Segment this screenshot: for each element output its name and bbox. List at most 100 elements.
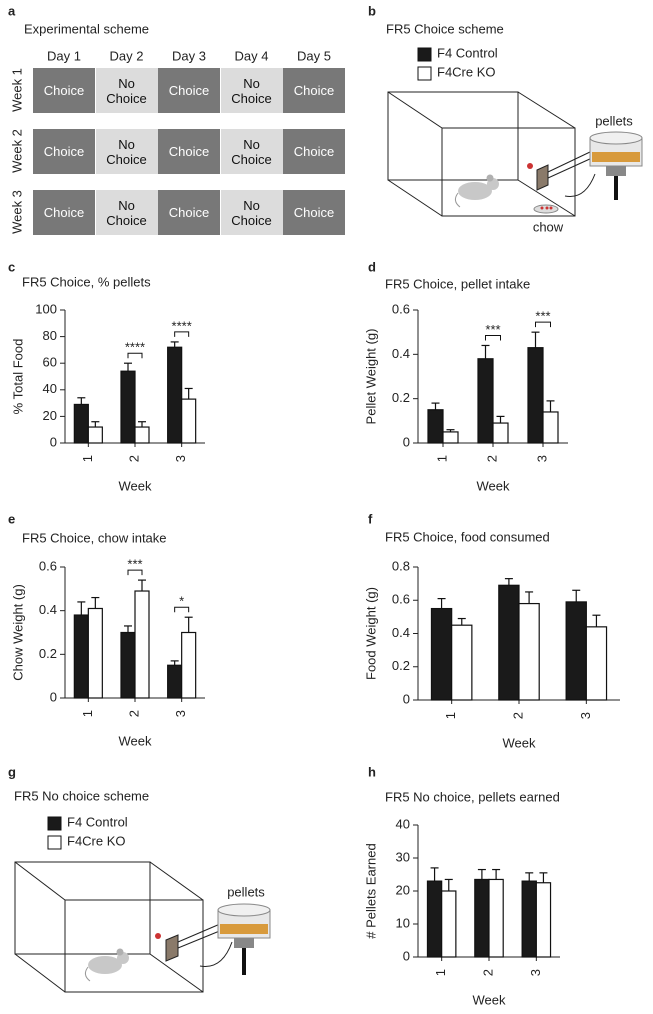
cell-text: Choice — [293, 205, 335, 220]
chamber-b — [387, 91, 576, 217]
bar — [120, 370, 136, 444]
y-tick-label: 30 — [396, 849, 410, 864]
cell-text: Choice — [168, 83, 210, 98]
y-tick-label: 0.2 — [39, 646, 57, 661]
bar — [451, 624, 473, 701]
panel-letter: g — [8, 764, 16, 779]
significance-label: * — [179, 594, 184, 609]
legend-label: F4Cre KO — [67, 833, 126, 848]
x-tick-label: 1 — [434, 455, 449, 462]
y-tick-label: 0 — [50, 689, 57, 704]
y-tick-label: 0 — [403, 691, 410, 706]
x-axis-label: Week — [473, 992, 506, 1007]
bar — [477, 358, 494, 444]
mouse-b — [454, 174, 499, 208]
y-tick-label: 0.8 — [392, 558, 410, 573]
x-tick-label: 3 — [534, 455, 549, 462]
day-label: Day 2 — [110, 48, 144, 63]
panel-title: FR5 No choice scheme — [14, 788, 149, 803]
schedule-cell: Choice — [33, 68, 95, 113]
x-tick-label: 2 — [510, 712, 525, 719]
panel-letter: h — [368, 764, 376, 779]
y-tick-label: 0 — [403, 948, 410, 963]
day-label: Day 3 — [172, 48, 206, 63]
panel-letter: b — [368, 3, 376, 18]
cell-text: Choice — [293, 83, 335, 98]
x-tick-label: 1 — [433, 969, 448, 976]
schedule-cell: Choice — [158, 190, 220, 235]
bar — [167, 346, 183, 444]
legend-swatch — [47, 835, 62, 850]
y-tick-label: 0 — [50, 434, 57, 449]
schedule-cell: No Choice — [220, 129, 283, 174]
chamber-g — [14, 861, 204, 993]
week-label: Week 1 — [9, 68, 24, 112]
x-tick-label: 2 — [484, 455, 499, 462]
lever-g — [155, 923, 233, 967]
bar — [181, 631, 197, 699]
week-label: Week 2 — [9, 129, 24, 173]
cell-text: No Choice — [231, 197, 272, 228]
y-tick-label: 0.4 — [392, 346, 410, 361]
y-axis-label: Chow Weight (g) — [10, 584, 25, 681]
day-label: Day 1 — [47, 48, 81, 63]
bar — [181, 398, 197, 444]
panel-title: FR5 Choice scheme — [386, 21, 504, 36]
x-axis-label: Week — [119, 478, 152, 493]
x-tick-label: 3 — [578, 712, 593, 719]
bar — [542, 411, 559, 444]
cell-text: Choice — [43, 205, 85, 220]
bar — [565, 601, 587, 701]
schedule-cell: No Choice — [95, 129, 158, 174]
schedule-cell: Choice — [158, 129, 220, 174]
bar — [87, 607, 103, 699]
cell-text: No Choice — [106, 75, 147, 106]
schedule-cell: Choice — [158, 68, 220, 113]
bar — [535, 882, 552, 958]
bar — [426, 880, 443, 958]
y-axis-label: Pellet Weight (g) — [363, 329, 378, 425]
schedule-cell: No Choice — [220, 190, 283, 235]
significance-bracket — [485, 334, 501, 341]
x-tick-label: 3 — [528, 969, 543, 976]
panel-letter: a — [8, 3, 16, 18]
x-axis-label: Week — [503, 735, 536, 750]
cell-text: Choice — [168, 144, 210, 159]
x-tick-label: 2 — [480, 969, 495, 976]
schedule-cell: No Choice — [95, 190, 158, 235]
y-tick-label: 40 — [43, 381, 57, 396]
significance-label: **** — [172, 318, 192, 333]
panel-letter: d — [368, 259, 376, 274]
week-label: Week 3 — [9, 190, 24, 234]
bar — [474, 878, 490, 958]
schedule-cell: Choice — [33, 129, 95, 174]
panel-title: FR5 Choice, pellet intake — [385, 276, 530, 291]
x-tick-label: 3 — [173, 455, 188, 462]
bar — [120, 631, 136, 699]
y-tick-label: 100 — [35, 301, 57, 316]
bar — [427, 409, 444, 444]
schedule-cell: Choice — [283, 68, 345, 113]
bar — [492, 422, 509, 444]
x-tick-label: 2 — [126, 710, 141, 717]
y-tick-label: 0.4 — [392, 625, 410, 640]
cell-text: No Choice — [106, 136, 147, 167]
bar — [498, 584, 520, 701]
legend-swatch — [47, 816, 62, 831]
significance-bracket — [127, 569, 143, 576]
y-tick-label: 60 — [43, 355, 57, 370]
lever-b — [527, 151, 596, 198]
panel-title: FR5 Choice, chow intake — [22, 530, 167, 545]
y-tick-label: 0 — [403, 434, 410, 449]
y-axis-label: # Pellets Earned — [363, 843, 378, 938]
y-tick-label: 20 — [396, 882, 410, 897]
significance-bracket — [127, 352, 143, 359]
bar — [518, 602, 540, 701]
schedule-cell: Choice — [33, 190, 95, 235]
y-tick-label: 0.6 — [39, 558, 57, 573]
significance-label: *** — [535, 309, 550, 324]
panel-title: FR5 Choice, food consumed — [385, 529, 550, 544]
schedule-cell: Choice — [283, 190, 345, 235]
